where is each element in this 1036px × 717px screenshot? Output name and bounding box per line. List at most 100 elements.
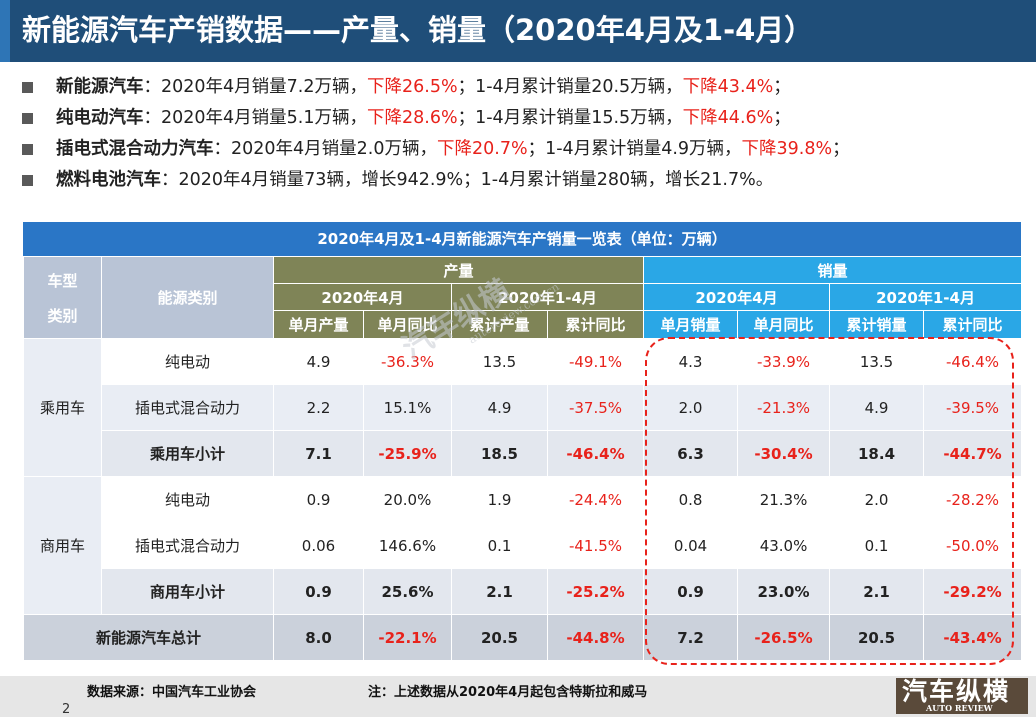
page-title: 新能源汽车产销数据——产量、销量（2020年4月及1-4月） xyxy=(22,13,814,47)
table-cell: 0.1 xyxy=(829,522,925,569)
data-table: 车型 类别 能源类别 产量 销量 2020年4月 2020年1-4月 2020年… xyxy=(23,256,1023,661)
table-cell: 0.8 xyxy=(643,476,739,523)
table-cell: 4.9 xyxy=(829,384,925,431)
table-cell: -37.5% xyxy=(546,384,645,431)
table-cell: 2.0 xyxy=(643,384,739,431)
bullet-item: 纯电动汽车：2020年4月销量5.1万辆，下降28.6%；1-4月累计销量15.… xyxy=(22,103,1022,134)
table-row: 商用车 纯电动 0.9 20.0% 1.9 -24.4% 0.8 21.3% 2… xyxy=(23,476,1023,615)
footnote: 注：上述数据从2020年4月起包含特斯拉和威马 xyxy=(368,685,648,700)
data-source: 数据来源：中国汽车工业协会 xyxy=(87,685,257,700)
table-cell: 4.9 xyxy=(273,338,364,385)
bullet-decline: 下降39.8% xyxy=(741,139,833,159)
col-header: 累计同比 xyxy=(923,310,1023,339)
row-label: 插电式混合动力 xyxy=(101,384,274,431)
title-accent xyxy=(0,0,10,62)
table-cell: -36.3% xyxy=(363,338,452,385)
nev-data-table: 2020年4月及1-4月新能源汽车产销量一览表（单位：万辆） 车型 类别 能源类… xyxy=(23,222,1023,661)
table-cell: 0.9 xyxy=(273,568,364,615)
table-cell: -26.5% xyxy=(737,614,831,661)
table-cell: 13.5 xyxy=(451,338,548,385)
row-label: 纯电动 xyxy=(101,476,274,523)
table-cell: -49.1% xyxy=(546,338,645,385)
col-header: 累计销量 xyxy=(829,310,925,339)
table-cell: 0.1 xyxy=(451,522,548,569)
total-row: 新能源汽车总计 8.0 -22.1% 20.5 -44.8% 7.2 -26.5… xyxy=(23,614,1023,661)
table-cell: 2.2 xyxy=(273,384,364,431)
col-header: 单月同比 xyxy=(363,310,452,339)
table-cell: 0.04 xyxy=(643,522,739,569)
table-cell: -46.4% xyxy=(923,338,1023,385)
category-passenger: 乘用车 xyxy=(23,338,102,477)
table-cell: 4.9 xyxy=(451,384,548,431)
bullet-text: ：2020年4月销量7.2万辆， xyxy=(143,77,368,97)
col-header: 单月同比 xyxy=(737,310,831,339)
col-header: 累计产量 xyxy=(451,310,548,339)
table-cell: 6.3 xyxy=(643,430,739,477)
brand-logo: 汽车纵横 AUTO REVIEW xyxy=(896,678,1028,714)
bullet-square-icon xyxy=(22,175,33,186)
table-cell: 20.0% xyxy=(363,476,452,523)
page-number: 2 xyxy=(62,702,71,717)
header-energy-type: 能源类别 xyxy=(101,256,274,339)
table-cell: -33.9% xyxy=(737,338,831,385)
table-cell: -22.1% xyxy=(363,614,452,661)
bullet-text: ； xyxy=(773,77,791,97)
bullet-text: ；1-4月累计销量20.5万辆， xyxy=(457,77,683,97)
logo-text-cn: 汽车纵横 xyxy=(902,677,1011,706)
table-cell: 18.5 xyxy=(451,430,548,477)
table-cell: -44.7% xyxy=(923,430,1023,477)
table-cell: 4.3 xyxy=(643,338,739,385)
subtotal-row: 乘用车小计 7.1 -25.9% 18.5 -46.4% 6.3 -30.4% … xyxy=(24,430,1023,477)
col-header: 单月销量 xyxy=(643,310,739,339)
table-cell: 7.2 xyxy=(643,614,739,661)
header-production-apr: 2020年4月 xyxy=(273,283,452,311)
table-cell: 13.5 xyxy=(829,338,925,385)
header-sales-apr: 2020年4月 xyxy=(643,283,831,311)
table-cell: -39.5% xyxy=(923,384,1023,431)
table-cell: -21.3% xyxy=(737,384,831,431)
table-cell: -41.5% xyxy=(546,522,645,569)
bullet-head: 燃料电池汽车 xyxy=(56,170,161,190)
table-title: 2020年4月及1-4月新能源汽车产销量一览表（单位：万辆） xyxy=(23,222,1021,256)
bullet-item: 插电式混合动力汽车：2020年4月销量2.0万辆，下降20.7%；1-4月累计销… xyxy=(22,134,1022,165)
header-vehicle-type-line2: 类别 xyxy=(47,306,78,325)
table-cell: -25.2% xyxy=(546,568,645,615)
table-cell: 1.9 xyxy=(451,476,548,523)
table-cell: -44.8% xyxy=(546,614,645,661)
table-cell: 146.6% xyxy=(363,522,452,569)
bullet-square-icon xyxy=(22,144,33,155)
bullet-decline: 下降43.4% xyxy=(682,77,774,97)
row-label: 插电式混合动力 xyxy=(101,522,274,569)
subtotal-row: 商用车小计 0.9 25.6% 2.1 -25.2% 0.9 23.0% 2.1… xyxy=(24,568,1023,615)
bullet-decline: 下降28.6% xyxy=(367,108,458,128)
bullet-item: 新能源汽车：2020年4月销量7.2万辆，下降26.5%；1-4月累计销量20.… xyxy=(22,72,1022,103)
col-header: 单月产量 xyxy=(273,310,364,339)
bullet-item: 燃料电池汽车：2020年4月销量73辆，增长942.9%；1-4月累计销量280… xyxy=(22,165,1022,196)
header-vehicle-type-line1: 车型 xyxy=(47,271,78,290)
table-cell: 2.1 xyxy=(829,568,925,615)
bullet-decline: 下降26.5% xyxy=(367,77,458,97)
header-production-jan-apr: 2020年1-4月 xyxy=(450,283,645,311)
bullet-head: 插电式混合动力汽车 xyxy=(56,139,214,159)
table-cell: -50.0% xyxy=(923,522,1023,569)
table-cell: 0.06 xyxy=(273,522,364,569)
bullet-square-icon xyxy=(22,113,33,124)
bullet-square-icon xyxy=(22,82,33,93)
col-header: 累计同比 xyxy=(546,310,645,339)
header-production: 产量 xyxy=(272,256,645,284)
table-cell: 15.1% xyxy=(363,384,452,431)
table-cell: 20.5 xyxy=(451,614,548,661)
table-cell: 43.0% xyxy=(737,522,831,569)
table-cell: -30.4% xyxy=(737,430,831,477)
table-cell: 21.3% xyxy=(737,476,831,523)
table-row: 插电式混合动力 0.06 146.6% 0.1 -41.5% 0.04 43.0… xyxy=(24,522,1023,569)
footer-bar xyxy=(0,676,1036,717)
bullet-text: ：2020年4月销量5.1万辆， xyxy=(143,108,368,128)
row-label: 纯电动 xyxy=(101,338,274,385)
table-cell: 2.1 xyxy=(451,568,548,615)
table-cell: -28.2% xyxy=(923,476,1023,523)
bullet-text: ：2020年4月销量2.0万辆， xyxy=(213,139,438,159)
bullet-text: ； xyxy=(832,139,850,159)
summary-bullets: 新能源汽车：2020年4月销量7.2万辆，下降26.5%；1-4月累计销量20.… xyxy=(22,72,1022,196)
row-label: 商用车小计 xyxy=(101,568,274,615)
